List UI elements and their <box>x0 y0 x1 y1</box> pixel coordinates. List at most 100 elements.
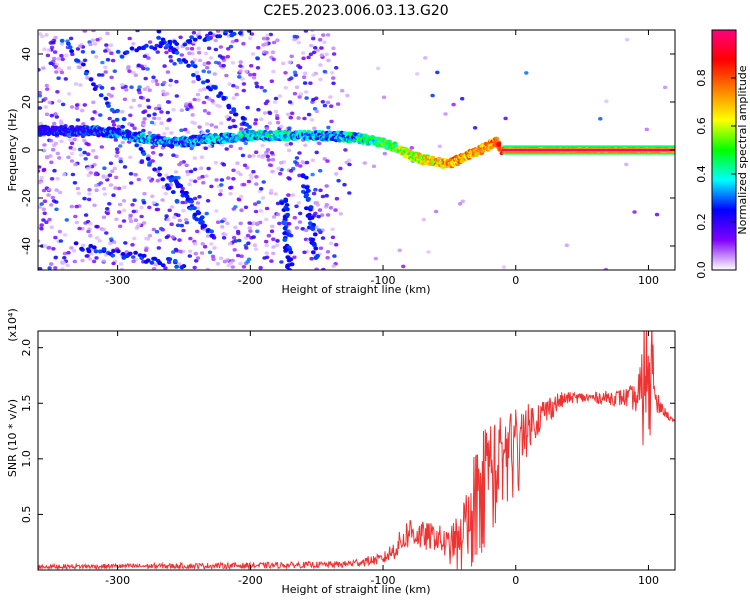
heatmap-speckle <box>128 155 133 160</box>
heatmap-speckle <box>301 75 307 79</box>
heatmap-speckle <box>214 209 219 213</box>
heatmap-speckle <box>195 201 201 205</box>
heatmap-speckle <box>200 80 206 85</box>
heatmap-speckle <box>107 202 112 206</box>
heatmap-speckle <box>114 175 119 180</box>
heatmap-speckle <box>145 85 150 90</box>
heatmap-speckle <box>66 250 71 255</box>
heatmap-speckle <box>69 151 75 156</box>
heatmap-speckle <box>127 36 132 41</box>
heatmap-speckle <box>93 249 99 254</box>
heatmap-speckle <box>142 54 148 58</box>
heatmap-speckle <box>285 212 291 217</box>
heatmap-speckle <box>247 226 252 230</box>
heatmap-speckle <box>131 259 136 264</box>
heatmap-speckle <box>308 81 313 85</box>
heatmap-speckle <box>220 225 225 229</box>
heatmap-speckle <box>124 250 129 254</box>
heatmap-speckle <box>246 257 252 262</box>
heatmap-speckle <box>194 70 200 75</box>
heatmap-speckle <box>267 110 272 115</box>
heatmap-speckle <box>314 225 319 230</box>
heatmap-speckle <box>328 95 333 99</box>
heatmap-speckle <box>129 46 135 51</box>
heatmap-speckle <box>178 35 183 40</box>
heatmap-speckle <box>331 52 337 56</box>
heatmap-speckle <box>269 259 274 263</box>
heatmap-speckle <box>113 138 119 142</box>
heatmap-speckle <box>319 46 324 50</box>
heatmap-speckle <box>322 40 327 44</box>
heatmap-speckle <box>142 191 147 196</box>
heatmap-speckle <box>114 147 120 151</box>
heatmap-speckle <box>39 202 44 206</box>
heatmap-speckle <box>279 260 284 264</box>
heatmap-speckle <box>164 214 169 218</box>
heatmap-speckle <box>199 166 204 170</box>
heatmap-speckle <box>288 169 294 173</box>
heatmap-speckle <box>144 43 149 48</box>
heatmap-speckle <box>233 225 238 230</box>
heatmap-speckle <box>311 242 317 246</box>
heatmap-speckle <box>245 166 250 170</box>
heatmap-ridge-cell <box>268 130 273 135</box>
heatmap-speckle <box>106 103 111 108</box>
heatmap-speckle <box>207 97 212 101</box>
heatmap-speckle <box>53 112 58 116</box>
heatmap-speckle <box>501 265 507 269</box>
heatmap-speckle <box>161 185 166 189</box>
heatmap-speckle <box>41 188 47 193</box>
heatmap-speckle <box>284 142 290 147</box>
heatmap-speckle <box>49 177 55 181</box>
heatmap-speckle <box>141 151 147 156</box>
heatmap-speckle <box>99 85 105 90</box>
heatmap-speckle <box>304 228 309 232</box>
heatmap-speckle <box>252 72 257 77</box>
heatmap-speckle <box>190 120 195 125</box>
heatmap-speckle <box>234 85 240 90</box>
heatmap-speckle <box>310 158 316 163</box>
heatmap-speckle <box>174 79 179 84</box>
heatmap-speckle <box>325 33 331 37</box>
heatmap-speckle <box>227 125 233 130</box>
heatmap-speckle <box>222 259 227 264</box>
heatmap-speckle <box>206 61 211 65</box>
heatmap-speckle <box>76 191 82 196</box>
heatmap-speckle <box>42 244 48 248</box>
heatmap-speckle <box>56 57 61 61</box>
heatmap-speckle <box>333 208 338 212</box>
heatmap-speckle <box>71 249 77 253</box>
heatmap-speckle <box>331 76 336 80</box>
heatmap-speckle <box>59 139 64 144</box>
heatmap-speckle <box>201 69 206 73</box>
heatmap-speckle <box>200 220 205 224</box>
colorbar-tick-label: 0.2 <box>695 213 708 231</box>
heatmap-speckle <box>292 37 297 42</box>
heatmap-speckle <box>98 113 103 117</box>
heatmap-speckle <box>228 44 234 49</box>
heatmap-speckle <box>256 200 261 204</box>
heatmap-speckle <box>177 238 182 242</box>
heatmap-speckle <box>240 77 245 81</box>
heatmap-speckle <box>54 70 59 74</box>
heatmap-speckle <box>176 213 181 218</box>
heatmap-speckle <box>137 103 142 108</box>
heatmap-speckle <box>226 47 231 51</box>
heatmap-speckle <box>176 57 182 62</box>
heatmap-speckle <box>118 144 123 148</box>
heatmap-speckle <box>238 69 243 73</box>
heatmap-speckle <box>187 51 192 55</box>
heatmap-speckle <box>110 169 115 174</box>
heatmap-speckle <box>204 174 209 178</box>
heatmap-speckle <box>331 46 336 51</box>
heatmap-speckle <box>262 89 267 93</box>
heatmap-speckle <box>90 38 96 43</box>
heatmap-speckle <box>503 116 508 121</box>
heatmap-speckle <box>141 253 147 258</box>
heatmap-speckle <box>288 115 293 120</box>
heatmap-speckle <box>271 215 277 219</box>
heatmap-speckle <box>287 247 293 252</box>
heatmap-speckle <box>309 43 314 48</box>
heatmap-speckle <box>209 233 215 238</box>
heatmap-speckle <box>69 49 74 54</box>
